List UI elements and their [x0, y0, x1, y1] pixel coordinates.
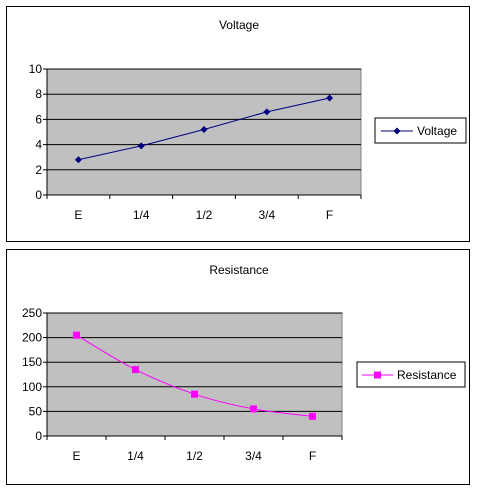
data-point	[309, 412, 316, 420]
legend-label: Voltage	[417, 124, 457, 138]
data-point	[263, 108, 271, 116]
data-point	[137, 142, 145, 150]
data-point	[250, 405, 257, 413]
voltage-chart-panel: Voltage 0 2 4 6 8 10 E 1/4 1/2 3/4 F Voltage	[6, 6, 470, 242]
data-markers	[74, 94, 334, 164]
data-point	[326, 94, 334, 102]
legend-marker	[393, 127, 401, 135]
data-point	[200, 125, 208, 133]
y-tick-label: 250	[22, 306, 42, 320]
y-tick-label: 200	[22, 331, 42, 345]
plot-area	[46, 312, 343, 437]
y-tick-label: 50	[29, 404, 43, 418]
y-tick-label: 4	[35, 138, 42, 152]
legend-marker	[374, 371, 381, 379]
y-tick-label: 6	[35, 112, 42, 126]
chart-title: Resistance	[209, 263, 269, 277]
axes	[43, 312, 343, 440]
legend-label: Resistance	[397, 368, 457, 382]
legend: Voltage	[374, 117, 467, 144]
y-tick-labels: 0 2 4 6 8 10	[29, 62, 43, 202]
legend-marker-shape	[374, 371, 381, 379]
legend-marker-shape	[393, 127, 401, 135]
x-tick-label: E	[72, 449, 80, 463]
resistance-chart-panel: Resistance 0 50 100 150 200 250 E 1/4 1/2 3/4 F R…	[6, 249, 470, 485]
chart-title: Voltage	[219, 18, 259, 32]
x-tick-labels: E 1/4 1/2 3/4 F	[72, 449, 316, 463]
x-tick-label: E	[74, 208, 82, 222]
legend: Resistance	[356, 361, 466, 388]
resistance-chart: Resistance 0 50 100 150 200 250 E 1/4 1/2 3/4 F R…	[22, 263, 466, 463]
data-point	[191, 390, 198, 398]
y-tick-label: 10	[29, 62, 43, 76]
data-point	[73, 331, 80, 339]
x-tick-label: F	[309, 449, 316, 463]
x-tick-label: 1/2	[186, 449, 203, 463]
x-tick-label: F	[326, 208, 333, 222]
x-tick-label: 1/4	[127, 449, 144, 463]
y-tick-labels: 0 50 100 150 200 250	[22, 306, 42, 443]
data-markers	[73, 331, 316, 420]
y-tick-label: 2	[35, 163, 42, 177]
y-tick-label: 100	[22, 380, 42, 394]
y-tick-label: 0	[35, 188, 42, 202]
gridlines	[47, 68, 361, 171]
x-tick-label: 3/4	[258, 208, 275, 222]
gridlines	[47, 312, 342, 412]
x-tick-label: 3/4	[245, 449, 262, 463]
x-tick-labels: E 1/4 1/2 3/4 F	[74, 208, 333, 222]
x-tick-label: 1/4	[133, 208, 150, 222]
data-point	[74, 156, 82, 164]
x-tick-label: 1/2	[196, 208, 213, 222]
y-tick-label: 150	[22, 355, 42, 369]
y-tick-label: 8	[35, 87, 42, 101]
voltage-chart: Voltage 0 2 4 6 8 10 E 1/4 1/2 3/4 F Voltage	[29, 18, 467, 222]
y-tick-label: 0	[35, 429, 42, 443]
data-point	[132, 366, 139, 374]
axes	[43, 68, 362, 199]
